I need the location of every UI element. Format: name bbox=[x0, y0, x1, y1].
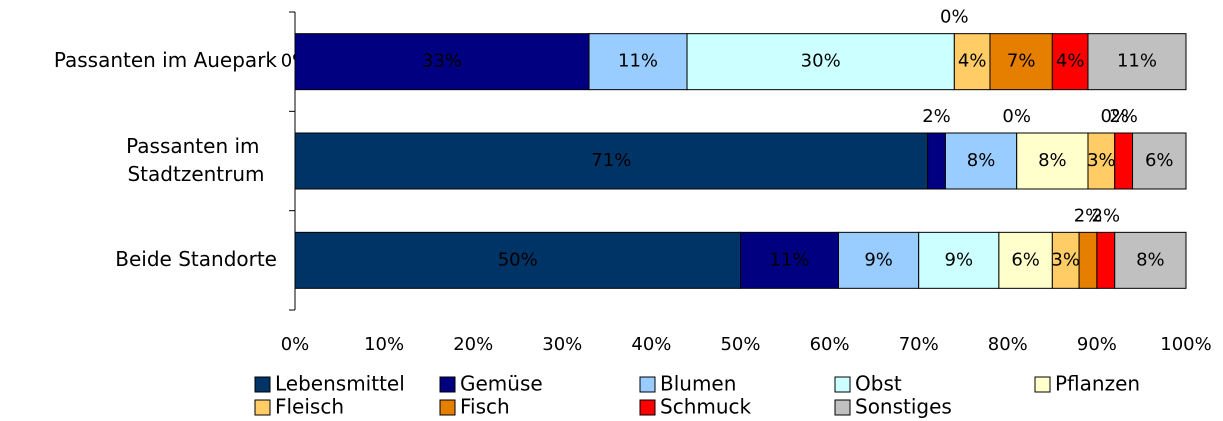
data-label: 9% bbox=[945, 249, 974, 270]
x-tick-label: 90% bbox=[1077, 334, 1117, 355]
bar-segment bbox=[989, 33, 1053, 91]
data-label: 3% bbox=[1087, 150, 1116, 171]
legend-label: Sonstiges bbox=[855, 395, 952, 419]
data-label: 33% bbox=[422, 51, 462, 72]
data-label: 2% bbox=[1109, 106, 1138, 127]
legend-label: Fisch bbox=[460, 395, 510, 419]
legend-swatch bbox=[639, 376, 656, 393]
bar-segment bbox=[294, 231, 741, 289]
legend-swatch bbox=[439, 399, 456, 416]
category-label: Passanten im Auepark bbox=[54, 48, 278, 72]
x-tick-label: 10% bbox=[364, 334, 404, 355]
bar-segment bbox=[294, 132, 929, 190]
legend-label: Gemüse bbox=[460, 372, 543, 396]
data-label: 3% bbox=[1051, 249, 1080, 270]
bar-segment bbox=[1114, 231, 1187, 289]
legend-swatch bbox=[254, 399, 271, 416]
x-tick-label: 100% bbox=[1160, 334, 1211, 355]
data-label: 71% bbox=[591, 150, 631, 171]
bar-segment bbox=[1114, 132, 1134, 190]
bar-segment bbox=[1051, 33, 1089, 91]
x-tick-label: 40% bbox=[631, 334, 671, 355]
bar-segment bbox=[1087, 33, 1187, 91]
x-tick-label: 80% bbox=[988, 334, 1028, 355]
bar-segment bbox=[1016, 132, 1089, 190]
data-label: 8% bbox=[1136, 249, 1165, 270]
category-label: Passanten im Stadtzentrum bbox=[126, 134, 266, 186]
bar-segment bbox=[1051, 231, 1080, 289]
data-label: 2% bbox=[922, 106, 951, 127]
x-tick-label: 0% bbox=[281, 334, 310, 355]
bar-segment bbox=[927, 132, 946, 190]
bar-segment bbox=[1078, 231, 1098, 289]
data-label: 11% bbox=[769, 249, 809, 270]
data-label: 4% bbox=[958, 51, 987, 72]
legend-swatch bbox=[834, 376, 851, 393]
bar-segment bbox=[1096, 231, 1116, 289]
data-label: 0% bbox=[940, 7, 969, 28]
legend-label: Lebensmittel bbox=[275, 372, 405, 396]
data-label: 50% bbox=[498, 249, 538, 270]
data-label: 2% bbox=[1074, 205, 1103, 226]
data-label: 9% bbox=[864, 249, 893, 270]
data-label: 0% bbox=[1100, 106, 1129, 127]
bar-segment bbox=[1132, 132, 1187, 190]
data-label: 4% bbox=[1056, 51, 1085, 72]
category-label: Beide Standorte bbox=[115, 247, 277, 271]
x-tick-label: 30% bbox=[542, 334, 582, 355]
legend-swatch bbox=[254, 376, 271, 393]
bar-segment bbox=[588, 33, 688, 91]
legend-label: Fleisch bbox=[275, 395, 344, 419]
legend-swatch bbox=[439, 376, 456, 393]
bar-segment bbox=[686, 33, 955, 91]
bar-segment bbox=[998, 231, 1053, 289]
legend-label: Pflanzen bbox=[1055, 372, 1140, 396]
legend-swatch bbox=[1034, 376, 1051, 393]
x-tick-label: 50% bbox=[720, 334, 760, 355]
data-label: 7% bbox=[1007, 51, 1036, 72]
data-label: 6% bbox=[1145, 150, 1174, 171]
legend-swatch bbox=[834, 399, 851, 416]
legend-label: Obst bbox=[855, 372, 902, 396]
data-label: 0% bbox=[1002, 106, 1031, 127]
data-label: 30% bbox=[801, 51, 841, 72]
legend-swatch bbox=[639, 399, 656, 416]
data-label: 8% bbox=[967, 150, 996, 171]
data-label: 6% bbox=[1011, 249, 1040, 270]
data-label: 11% bbox=[1117, 51, 1157, 72]
data-label: 2% bbox=[1092, 205, 1121, 226]
legend-label: Schmuck bbox=[660, 395, 752, 419]
x-tick-label: 20% bbox=[453, 334, 493, 355]
data-label: 11% bbox=[618, 51, 658, 72]
x-tick-label: 60% bbox=[810, 334, 850, 355]
data-label: 8% bbox=[1038, 150, 1067, 171]
x-tick-label: 70% bbox=[899, 334, 939, 355]
legend-label: Blumen bbox=[660, 372, 736, 396]
